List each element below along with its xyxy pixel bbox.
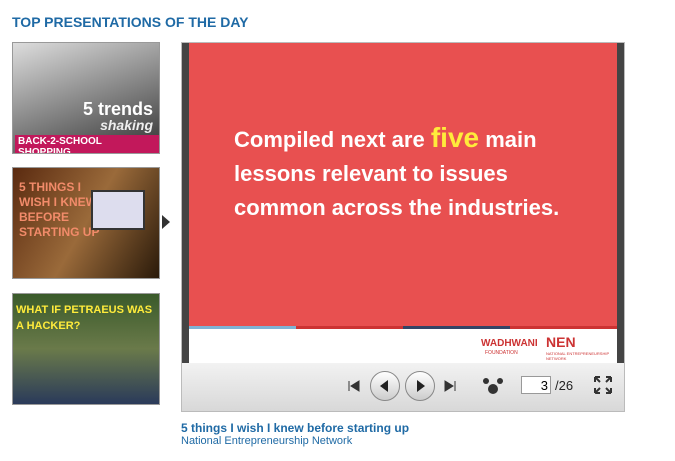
thumbnail[interactable]: 5 THINGS I WISH I KNEW BEFORE STARTING U… xyxy=(12,167,160,279)
control-bar: 3 /26 xyxy=(182,363,624,411)
fullscreen-button[interactable] xyxy=(594,376,612,394)
next-button[interactable] xyxy=(405,371,435,401)
slide-text: Compiled next are xyxy=(234,127,425,152)
thumb-text: STARTING UP xyxy=(19,225,100,239)
slide: Compiled next are five main lessons rele… xyxy=(189,43,617,326)
logo-text: NATIONAL ENTREPRENEURSHIP NETWORK xyxy=(546,351,610,361)
thumb-text: BEFORE xyxy=(19,210,70,224)
thumb-text: 5 THINGS I xyxy=(19,180,82,194)
laptop-image xyxy=(91,190,145,230)
prev-button[interactable] xyxy=(370,371,400,401)
thumb-text: shaking xyxy=(100,117,153,133)
thumbnail[interactable]: WHAT IF PETRAEUS WAS A HACKER? xyxy=(12,293,160,405)
selected-arrow xyxy=(162,215,170,229)
slide-text: common across the industries. xyxy=(234,195,560,220)
caption-author[interactable]: National Entrepreneurship Network xyxy=(181,435,353,447)
thumbnail[interactable]: 5 trends shaking BACK-2-SCHOOL SHOPPING xyxy=(12,42,160,154)
page-input[interactable]: 3 xyxy=(521,376,551,394)
page-total: /26 xyxy=(555,378,574,393)
thumb-text: 5 trends xyxy=(82,99,153,119)
viewer: Compiled next are five main lessons rele… xyxy=(181,42,625,412)
section-title: TOP PRESENTATIONS OF THE DAY xyxy=(12,14,249,30)
footer-stripe xyxy=(189,326,617,329)
caption-title[interactable]: 5 things I wish I knew before starting u… xyxy=(181,421,410,435)
logo-text: FOUNDATION xyxy=(485,350,518,356)
logo-text: NEN xyxy=(546,334,576,350)
thumb-text: A HACKER? xyxy=(16,320,81,332)
thumb-text: WISH I KNEW xyxy=(19,195,97,209)
slide-highlight: five xyxy=(430,122,480,153)
last-button[interactable] xyxy=(444,380,456,392)
slide-text: Compiled next are five main lessons rele… xyxy=(234,121,614,225)
thumb-text: WHAT IF PETRAEUS WAS xyxy=(16,304,153,316)
slide-footer: WADHWANI FOUNDATION NEN NATIONAL ENTREPR… xyxy=(189,326,617,363)
slide-text: main xyxy=(485,127,537,152)
slide-text: lessons relevant to issues xyxy=(234,161,508,186)
first-button[interactable] xyxy=(348,380,360,392)
share-button[interactable] xyxy=(482,375,504,397)
logo-text: WADHWANI xyxy=(481,338,538,349)
thumb-text: BACK-2-SCHOOL SHOPPING xyxy=(15,135,159,153)
